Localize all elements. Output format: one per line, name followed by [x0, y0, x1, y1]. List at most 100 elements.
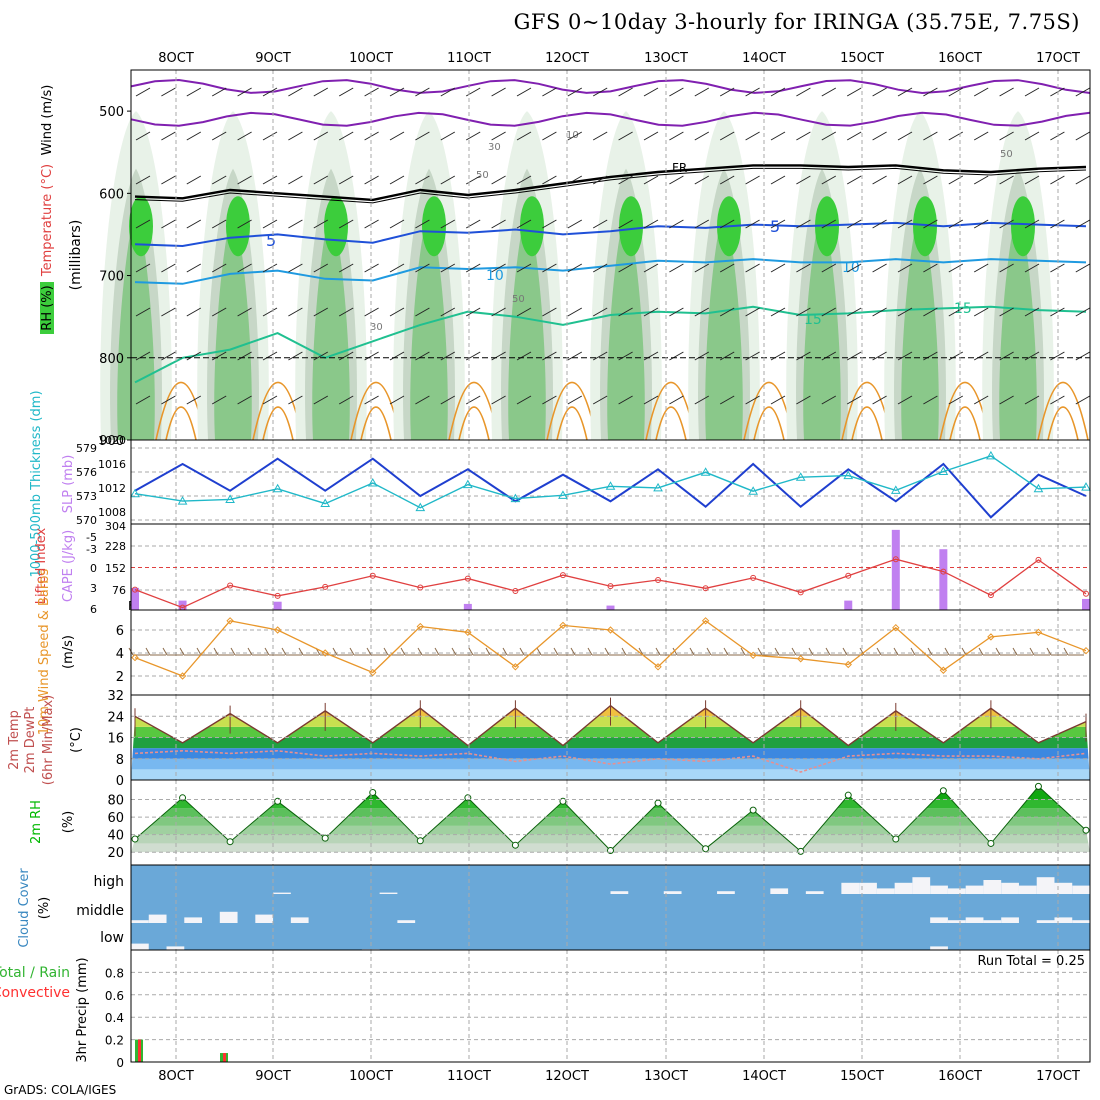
- cloud-cell-middle: [184, 917, 203, 923]
- wind-barb: [135, 87, 151, 97]
- wind-barb: [719, 307, 735, 317]
- wind-speed-axis-label: 10m Wind Speed & Barbs: [37, 569, 52, 736]
- rh-marker: [321, 834, 329, 842]
- precip-axis-label: 3hr Precip (mm): [75, 957, 90, 1062]
- contour-label: 30: [488, 142, 501, 153]
- cloud-cell-low: [166, 946, 185, 952]
- wind-barb: [288, 395, 303, 405]
- wind-barb: [516, 395, 532, 405]
- wind-barb: [999, 263, 1014, 273]
- wind-speed-marker: [892, 623, 900, 632]
- surface-wind-barb-flag: [366, 647, 372, 656]
- isotherm-25: [262, 406, 294, 441]
- wind-barb: [440, 351, 456, 361]
- wind-barb: [237, 351, 252, 361]
- wind-speed-marker: [559, 621, 567, 630]
- wind-barb: [516, 219, 532, 229]
- contour-label: 30: [370, 322, 383, 333]
- wind-barb: [542, 307, 557, 317]
- surface-wind-barb-flag: [179, 647, 185, 656]
- surface-wind-barb-flag: [910, 647, 916, 656]
- wind-barb: [923, 219, 938, 229]
- surface-wind-barb-flag: [961, 647, 967, 656]
- li-tick-label: 6: [90, 603, 97, 616]
- wind-barb: [516, 351, 532, 361]
- wind-barb: [237, 395, 252, 405]
- wind-barb: [897, 87, 913, 97]
- lifted-index-marker: [940, 568, 947, 575]
- surface-wind-barb-flag: [162, 647, 168, 656]
- surface-wind-barb-flag: [706, 647, 712, 656]
- wind-barb: [465, 131, 481, 141]
- wind-barb: [465, 307, 481, 317]
- rh-marker: [416, 837, 424, 845]
- wind-barb: [567, 87, 583, 97]
- wind-barb: [567, 395, 583, 405]
- wind-barb: [567, 175, 583, 185]
- wind-barb: [770, 395, 786, 405]
- wind-barb: [897, 351, 913, 361]
- wind-barb: [186, 395, 202, 405]
- lifted-index-marker: [227, 582, 234, 589]
- li-tick-label: -5: [86, 531, 97, 544]
- rh-marker: [131, 835, 139, 843]
- wind-barb: [973, 351, 989, 361]
- rh-marker: [226, 838, 234, 846]
- wind-barb: [542, 131, 557, 141]
- wind-barb: [1075, 175, 1091, 185]
- wind-barb: [161, 395, 176, 405]
- wind-barb: [211, 351, 227, 361]
- cloud-cell-middle: [131, 920, 149, 923]
- cape-bar: [891, 529, 900, 610]
- wind-barb: [923, 175, 938, 185]
- wind-barb: [237, 263, 252, 273]
- wind-barb: [161, 87, 176, 97]
- rh-marker: [749, 806, 757, 814]
- surface-wind-barb-flag: [570, 647, 576, 656]
- wind-barb: [161, 219, 176, 229]
- bottom-date-label: 13OCT: [644, 1069, 688, 1084]
- temperature-axis-label: Temperature (°C): [40, 164, 55, 277]
- wind-barb: [973, 263, 989, 273]
- rh-marker: [844, 791, 852, 799]
- thickness-marker: [367, 477, 378, 487]
- wind-barb: [364, 307, 379, 317]
- rh-region: [324, 196, 348, 257]
- wind-barb: [516, 175, 532, 185]
- wind-barb: [1024, 87, 1040, 97]
- wind-barb: [643, 87, 659, 97]
- surface-wind-barb-flag: [621, 647, 627, 656]
- surface-wind-barb-flag: [723, 647, 729, 656]
- rh-region: [1011, 196, 1035, 257]
- cape-tick-label: 304: [105, 520, 126, 533]
- wind-barb: [211, 219, 227, 229]
- bottom-date-label: 15OCT: [840, 1069, 884, 1084]
- cloud-cell-middle: [148, 914, 167, 923]
- wind-barb: [389, 395, 405, 405]
- wind-barb: [262, 307, 278, 317]
- thickness-marker: [177, 496, 188, 505]
- wind-barb: [821, 263, 837, 273]
- wind-barb: [211, 395, 227, 405]
- wind-barb: [592, 307, 608, 317]
- wind-barb: [796, 219, 811, 229]
- wind-barb: [262, 87, 278, 97]
- wind-barb: [618, 395, 633, 405]
- thickness-marker: [938, 466, 949, 475]
- wind-barb: [872, 395, 887, 405]
- wind-barb: [669, 131, 684, 141]
- wind-barb: [770, 131, 786, 141]
- thickness-line: [134, 455, 1087, 509]
- wind-barb: [338, 219, 354, 229]
- wind-speed-marker: [511, 663, 520, 671]
- wind-axis-label: Wind (m/s): [40, 85, 55, 156]
- wind-barb: [846, 307, 862, 317]
- wind-barb: [897, 131, 913, 141]
- top-date-label: 13OCT: [644, 51, 688, 66]
- thickness-marker: [986, 450, 996, 460]
- lifted-index-marker: [845, 572, 852, 579]
- temp-band: [131, 737, 1090, 749]
- temp-tick-label: 16: [107, 732, 124, 747]
- cloud-cell-high: [663, 891, 682, 894]
- wind-barb: [135, 219, 151, 229]
